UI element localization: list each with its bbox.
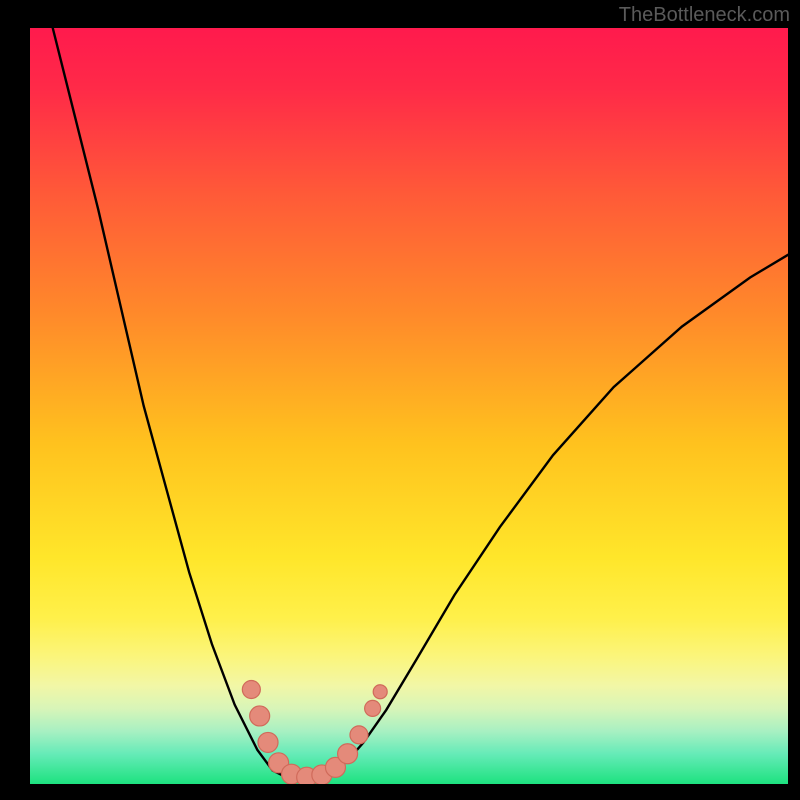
curve-bead xyxy=(350,726,368,744)
curve-bead xyxy=(242,681,260,699)
curve-bead xyxy=(373,685,387,699)
watermark-text: TheBottleneck.com xyxy=(619,4,790,27)
chart-plot-area xyxy=(30,28,788,784)
curve-bead xyxy=(250,706,270,726)
curve-bead xyxy=(365,700,381,716)
curve-bead xyxy=(338,744,358,764)
chart-svg xyxy=(30,28,788,784)
curve-bead xyxy=(258,732,278,752)
